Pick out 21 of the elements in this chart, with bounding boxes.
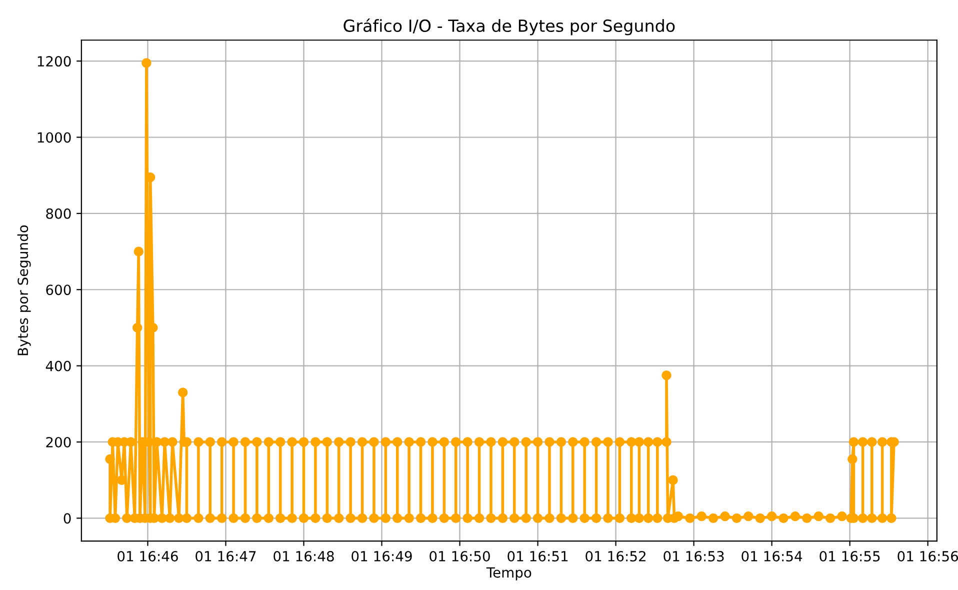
x-tick-label: 01 16:48 xyxy=(274,550,334,562)
y-tick-label: 600 xyxy=(46,284,71,296)
y-tick-label: 0 xyxy=(64,513,71,524)
y-axis-title: Bytes por Segundo xyxy=(17,225,31,356)
x-tick-label: 01 16:52 xyxy=(586,550,646,562)
x-tick-label: 01 16:49 xyxy=(352,550,412,562)
x-tick-label: 01 16:55 xyxy=(820,550,880,562)
x-tick-label: 01 16:51 xyxy=(508,550,568,562)
x-tick-label: 01 16:54 xyxy=(742,550,802,562)
y-tick-label: 200 xyxy=(46,436,71,448)
y-tick-label: 400 xyxy=(46,360,71,372)
chart-title: Gráfico I/O - Taxa de Bytes por Segundo xyxy=(344,18,675,36)
y-tick-label: 1000 xyxy=(38,132,71,143)
x-tick-label: 01 16:50 xyxy=(430,550,490,562)
y-tick-label: 1200 xyxy=(38,56,71,67)
x-tick-label: 01 16:46 xyxy=(118,550,178,562)
x-axis-title: Tempo xyxy=(486,567,532,580)
x-tick-label: 01 16:56 xyxy=(898,550,958,562)
x-tick-label: 01 16:47 xyxy=(196,550,256,562)
y-tick-label: 800 xyxy=(46,208,71,219)
x-tick-label: 01 16:53 xyxy=(664,550,724,562)
